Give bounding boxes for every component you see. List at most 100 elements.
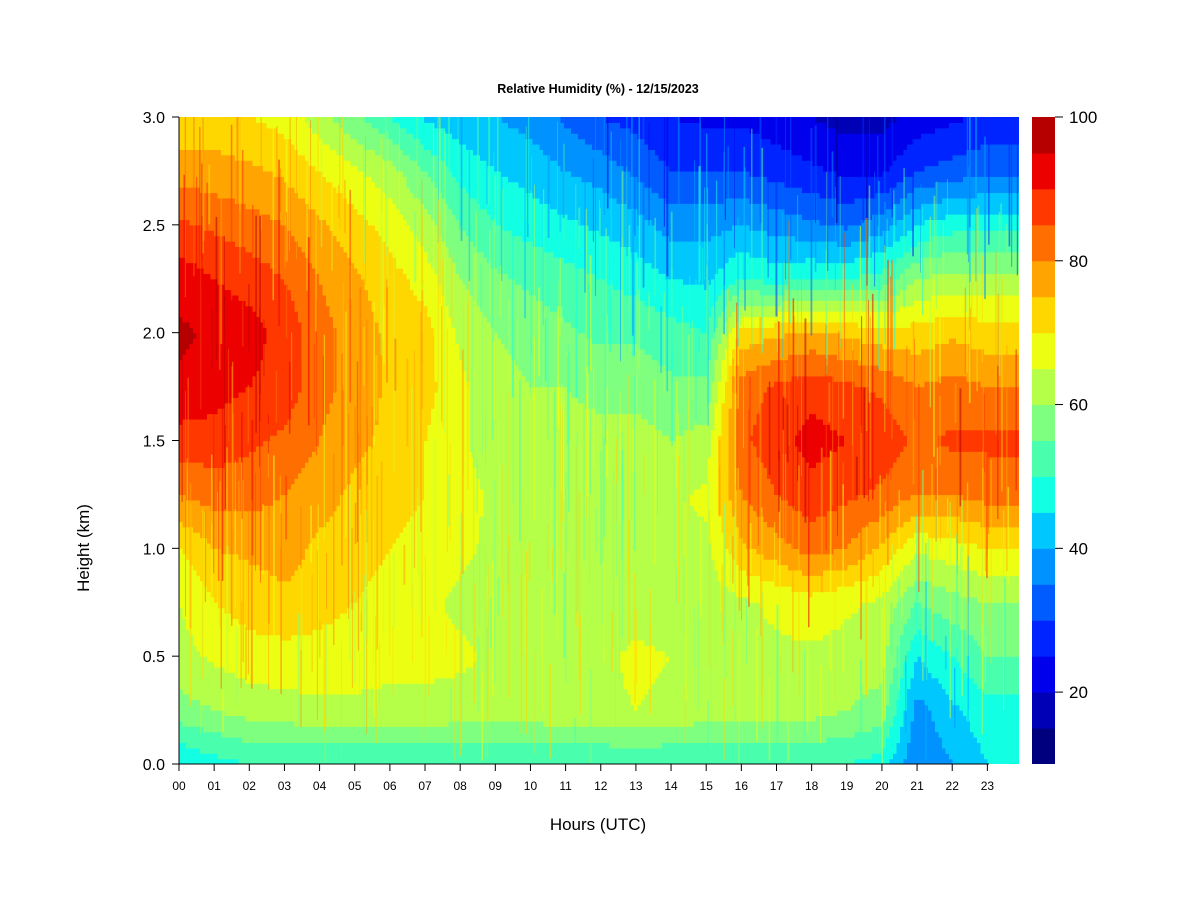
heatmap-cell bbox=[302, 489, 306, 495]
heatmap-cell bbox=[235, 451, 239, 457]
heatmap-cell bbox=[298, 511, 302, 517]
heatmap-cell bbox=[183, 645, 187, 651]
heatmap-cell bbox=[246, 446, 250, 452]
heatmap-cell bbox=[225, 225, 229, 231]
heatmap-cell bbox=[288, 575, 292, 581]
heatmap-cell bbox=[204, 640, 208, 646]
heatmap-cell bbox=[281, 338, 285, 344]
heatmap-cell bbox=[291, 441, 295, 447]
heatmap-cell bbox=[218, 128, 222, 134]
heatmap-cell bbox=[249, 748, 253, 754]
heatmap-cell bbox=[312, 527, 316, 533]
heatmap-cell bbox=[186, 521, 190, 527]
heatmap-cell bbox=[225, 219, 229, 225]
heatmap-cell bbox=[295, 414, 299, 420]
heatmap-cell bbox=[211, 667, 215, 673]
heatmap-cell bbox=[291, 753, 295, 759]
heatmap-cell bbox=[235, 435, 239, 441]
heatmap-cell bbox=[186, 241, 190, 247]
heatmap-cell bbox=[207, 591, 211, 597]
heatmap-cell bbox=[232, 117, 236, 123]
heatmap-cell bbox=[253, 689, 257, 695]
heatmap-cell bbox=[277, 122, 281, 128]
heatmap-cell bbox=[214, 182, 218, 188]
heatmap-cell bbox=[270, 683, 274, 689]
heatmap-cell bbox=[207, 721, 211, 727]
heatmap-cell bbox=[267, 198, 271, 204]
heatmap-cell bbox=[249, 732, 253, 738]
heatmap-cell bbox=[274, 732, 278, 738]
heatmap-cell bbox=[291, 689, 295, 695]
heatmap-cell bbox=[200, 575, 204, 581]
heatmap-cell bbox=[200, 737, 204, 743]
heatmap-cell bbox=[200, 538, 204, 544]
heatmap-cell bbox=[256, 645, 260, 651]
heatmap-cell bbox=[298, 538, 302, 544]
heatmap-cell bbox=[302, 182, 306, 188]
heatmap-cell bbox=[249, 349, 253, 355]
heatmap-cell bbox=[256, 618, 260, 624]
heatmap-cell bbox=[281, 322, 285, 328]
heatmap-cell bbox=[253, 748, 257, 754]
heatmap-cell bbox=[277, 327, 281, 333]
heatmap-cell bbox=[246, 155, 250, 161]
heatmap-cell bbox=[204, 300, 208, 306]
heatmap-cell bbox=[207, 597, 211, 603]
heatmap-cell bbox=[190, 451, 194, 457]
heatmap-cell bbox=[274, 683, 278, 689]
heatmap-cell bbox=[302, 166, 306, 172]
heatmap-cell bbox=[197, 629, 201, 635]
heatmap-cell bbox=[204, 446, 208, 452]
heatmap-cell bbox=[207, 376, 211, 382]
heatmap-cell bbox=[267, 381, 271, 387]
heatmap-cell bbox=[267, 133, 271, 139]
chart-title: Relative Humidity (%) - 12/15/2023 bbox=[497, 82, 699, 96]
heatmap-cell bbox=[239, 365, 243, 371]
heatmap-cell bbox=[274, 241, 278, 247]
heatmap-cell bbox=[186, 279, 190, 285]
heatmap-cell bbox=[302, 689, 306, 695]
heatmap-cell bbox=[186, 166, 190, 172]
heatmap-cell bbox=[263, 597, 267, 603]
heatmap-cell bbox=[274, 678, 278, 684]
heatmap-cell bbox=[197, 489, 201, 495]
heatmap-cell bbox=[186, 608, 190, 614]
heatmap-cell bbox=[207, 354, 211, 360]
heatmap-cell bbox=[288, 300, 292, 306]
heatmap-cell bbox=[256, 748, 260, 754]
heatmap-cell bbox=[288, 494, 292, 500]
heatmap-cell bbox=[298, 548, 302, 554]
heatmap-cell bbox=[193, 505, 197, 511]
heatmap-cell bbox=[277, 699, 281, 705]
heatmap-cell bbox=[186, 500, 190, 506]
heatmap-cell bbox=[228, 726, 232, 732]
heatmap-cell bbox=[186, 516, 190, 522]
heatmap-cell bbox=[179, 613, 183, 619]
heatmap-cell bbox=[288, 715, 292, 721]
heatmap-cell bbox=[190, 732, 194, 738]
heatmap-cell bbox=[291, 667, 295, 673]
heatmap-cell bbox=[228, 117, 232, 123]
heatmap-cell bbox=[225, 203, 229, 209]
heatmap-cell bbox=[260, 683, 264, 689]
heatmap-cell bbox=[295, 494, 299, 500]
heatmap-cell bbox=[249, 403, 253, 409]
heatmap-cell bbox=[319, 732, 323, 738]
heatmap-cell bbox=[295, 554, 299, 560]
heatmap-cell bbox=[319, 742, 323, 748]
heatmap-cell bbox=[281, 117, 285, 123]
heatmap-cell bbox=[235, 354, 239, 360]
heatmap-cell bbox=[197, 532, 201, 538]
heatmap-cell bbox=[302, 500, 306, 506]
heatmap-cell bbox=[190, 230, 194, 236]
heatmap-cell bbox=[316, 748, 320, 754]
heatmap-cell bbox=[246, 559, 250, 565]
heatmap-cell bbox=[228, 662, 232, 668]
heatmap-cell bbox=[249, 338, 253, 344]
heatmap-cell bbox=[302, 511, 306, 517]
heatmap-cell bbox=[260, 737, 264, 743]
heatmap-cell bbox=[256, 538, 260, 544]
heatmap-cell bbox=[214, 441, 218, 447]
heatmap-cell bbox=[190, 246, 194, 252]
heatmap-cell bbox=[302, 737, 306, 743]
